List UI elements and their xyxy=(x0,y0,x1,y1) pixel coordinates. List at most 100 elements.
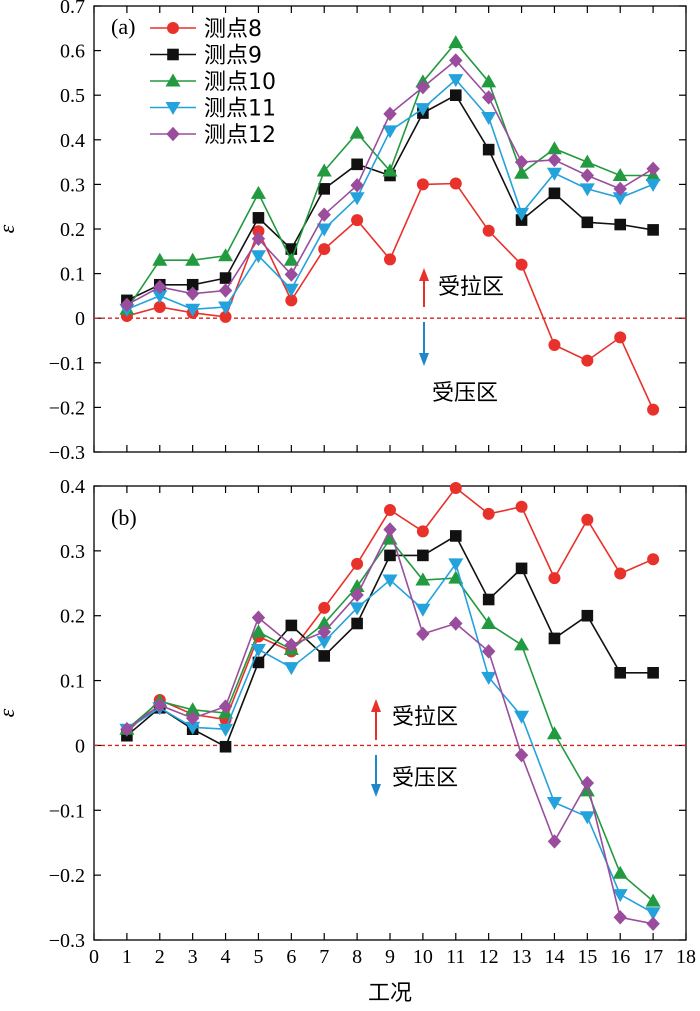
data-point xyxy=(316,163,332,177)
data-point xyxy=(185,710,200,726)
data-point xyxy=(153,301,166,314)
data-point xyxy=(614,218,627,231)
data-point xyxy=(612,889,628,903)
y-tick-label: 0.1 xyxy=(60,264,85,286)
data-point xyxy=(645,907,661,921)
data-point xyxy=(515,562,528,575)
data-point xyxy=(481,671,497,685)
data-point xyxy=(252,212,265,224)
series-测点9 xyxy=(121,89,659,307)
y-tick-label: 0 xyxy=(75,735,85,757)
data-point xyxy=(481,644,496,659)
tension-arrow-head xyxy=(371,699,381,712)
data-point xyxy=(645,178,661,192)
data-point xyxy=(449,177,462,190)
x-tick-label: 3 xyxy=(188,946,198,968)
legend-marker xyxy=(166,126,180,142)
data-point xyxy=(515,258,528,271)
data-point xyxy=(317,207,331,222)
data-point xyxy=(546,167,562,181)
data-point xyxy=(152,252,168,266)
data-point xyxy=(514,207,530,221)
data-point xyxy=(218,699,233,714)
legend-marker xyxy=(165,73,181,87)
series-测点11 xyxy=(119,558,661,921)
data-point xyxy=(318,243,331,256)
x-tick-label: 8 xyxy=(352,946,362,968)
data-point xyxy=(120,722,134,737)
data-point xyxy=(252,656,265,669)
panel-label: (a) xyxy=(111,14,135,39)
data-point xyxy=(482,224,495,237)
y-axis-label: ε xyxy=(0,708,19,717)
compression-arrow-head xyxy=(371,784,381,797)
data-point xyxy=(384,253,396,266)
data-point xyxy=(514,154,529,170)
data-point xyxy=(482,593,495,606)
data-point xyxy=(580,168,595,183)
data-point xyxy=(252,225,265,238)
data-point xyxy=(250,643,266,657)
data-point xyxy=(581,216,594,229)
data-point xyxy=(547,834,562,849)
data-point xyxy=(349,192,365,206)
data-point xyxy=(251,610,266,625)
data-point xyxy=(384,549,396,562)
x-tick-label: 15 xyxy=(577,946,597,968)
data-point xyxy=(284,637,299,653)
y-tick-label: 0.1 xyxy=(60,671,85,693)
x-tick-label: 9 xyxy=(385,946,395,968)
data-point xyxy=(646,916,660,931)
data-point xyxy=(613,181,627,197)
compression-zone-label: 受压区 xyxy=(432,381,498,406)
data-point xyxy=(251,231,266,247)
data-point xyxy=(481,90,496,105)
data-point xyxy=(219,272,232,284)
data-point xyxy=(317,624,331,640)
data-point xyxy=(382,163,398,177)
y-tick-label: 0.3 xyxy=(60,174,85,196)
legend-marker xyxy=(167,48,179,61)
legend-marker xyxy=(167,22,179,34)
data-point xyxy=(185,252,201,266)
x-axis-label: 工况 xyxy=(368,981,412,1006)
y-tick-label: −0.1 xyxy=(49,800,85,822)
x-tick-label: 10 xyxy=(413,946,433,968)
x-tick-label: 17 xyxy=(643,946,663,968)
tension-arrow-head xyxy=(419,268,429,281)
data-point xyxy=(579,811,595,825)
data-point xyxy=(349,125,365,139)
data-point xyxy=(548,632,561,645)
data-point xyxy=(449,53,463,68)
data-point xyxy=(350,587,364,603)
data-point xyxy=(514,165,530,179)
data-point xyxy=(548,572,561,585)
x-tick-label: 18 xyxy=(676,946,696,968)
data-point xyxy=(514,747,529,763)
data-point xyxy=(613,910,627,925)
data-point xyxy=(416,626,430,642)
data-point xyxy=(283,252,299,266)
data-point xyxy=(283,662,299,676)
y-tick-label: 0.4 xyxy=(60,130,85,152)
data-point xyxy=(186,278,199,291)
data-point xyxy=(382,125,398,139)
tension-zone-label: 受拉区 xyxy=(438,275,504,300)
data-point xyxy=(449,530,462,542)
series-line xyxy=(126,182,654,410)
data-point xyxy=(417,549,429,562)
data-point xyxy=(547,152,562,168)
data-point xyxy=(218,283,233,298)
data-point xyxy=(350,178,364,193)
series-line xyxy=(126,534,654,748)
data-point xyxy=(219,740,232,753)
series-line xyxy=(126,527,654,925)
legend-label: 测点12 xyxy=(204,123,276,148)
y-tick-label: 0.5 xyxy=(60,85,85,107)
data-point xyxy=(152,290,168,304)
series-line xyxy=(126,562,654,914)
compression-zone-label: 受压区 xyxy=(392,766,458,791)
data-point xyxy=(283,283,299,297)
data-point xyxy=(581,354,594,367)
